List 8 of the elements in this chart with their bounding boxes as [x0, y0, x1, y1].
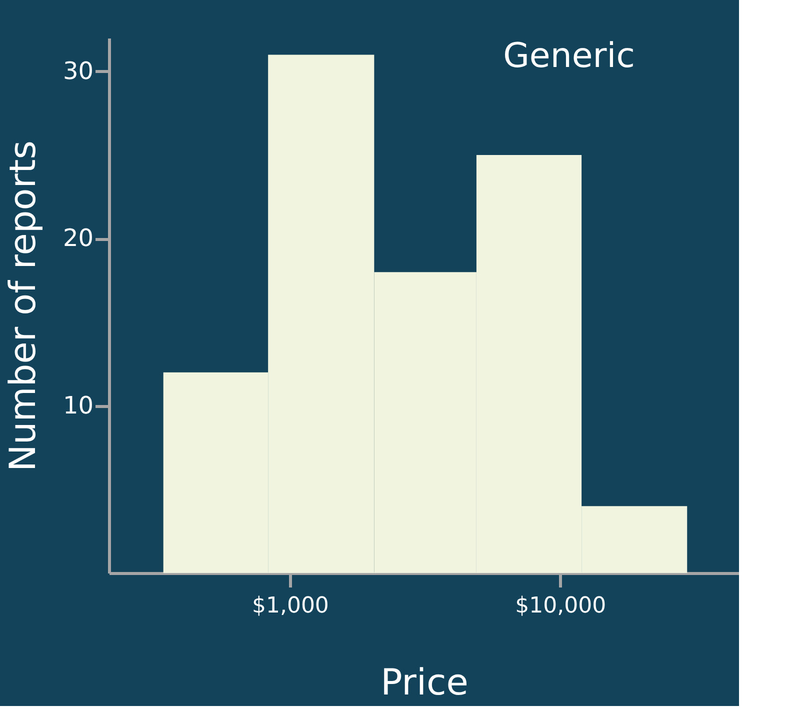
x-tick-label: $1,000 — [252, 594, 329, 618]
x-axis-title: Price — [380, 662, 468, 704]
y-tick-label: 10 — [62, 391, 94, 420]
x-tick-label: $10,000 — [515, 594, 606, 618]
annotation: Generic — [503, 36, 635, 76]
y-tick-label: 30 — [62, 56, 94, 85]
y-axis-title: Number of reports — [2, 140, 44, 472]
y-tick-label: 20 — [62, 224, 94, 252]
